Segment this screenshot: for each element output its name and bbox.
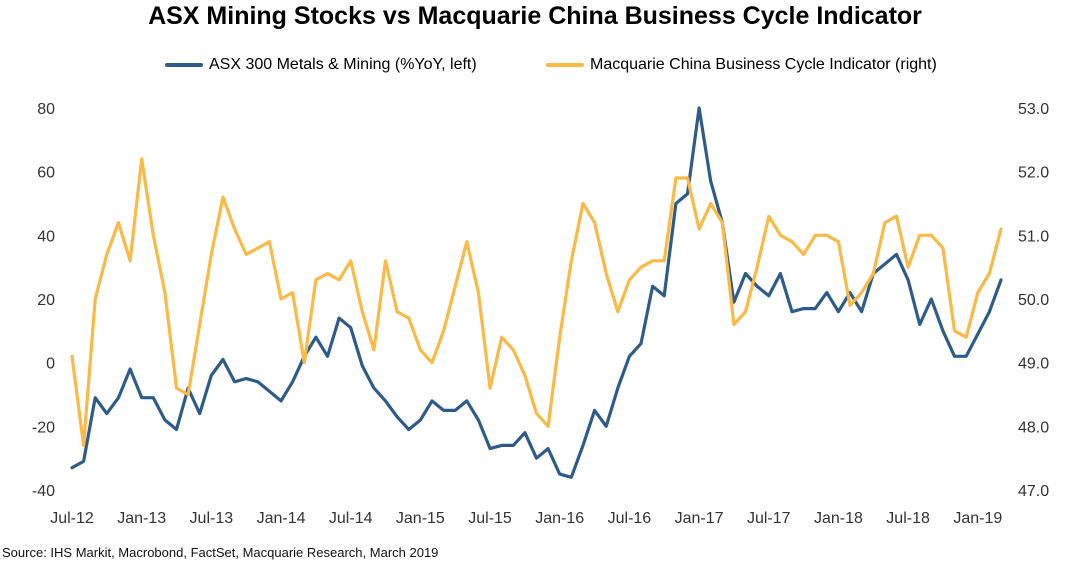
legend: ASX 300 Metals & Mining (%YoY, left) Mac… [0,56,1070,78]
x-tick-label: Jan-15 [396,510,445,527]
y-right-tick-label: 52.0 [1018,165,1049,182]
x-tick-label: Jul-15 [468,510,512,527]
y-left-tick-label: 40 [37,228,55,245]
legend-label-asx: ASX 300 Metals & Mining (%YoY, left) [209,56,477,73]
y-left-tick-label: 0 [46,356,55,373]
legend-label-china-indicator: Macquarie China Business Cycle Indicator… [590,56,937,73]
x-tick-label: Jul-14 [329,510,373,527]
y-left-tick-label: 20 [37,292,55,309]
x-tick-label: Jul-13 [190,510,234,527]
legend-swatch-asx [165,62,203,67]
y-left-tick-label: 60 [37,165,55,182]
y-right-tick-label: 47.0 [1018,483,1049,500]
y-left-tick-label: -20 [32,419,55,436]
x-tick-label: Jan-17 [675,510,724,527]
legend-swatch-china-indicator [546,62,584,67]
y-right-tick-label: 53.0 [1018,101,1049,118]
y-right-tick-label: 50.0 [1018,292,1049,309]
x-tick-label: Jan-14 [257,510,306,527]
y-right-tick-label: 48.0 [1018,419,1049,436]
x-tick-label: Jul-18 [886,510,930,527]
legend-item-asx: ASX 300 Metals & Mining (%YoY, left) [165,56,477,74]
y-left-tick-label: -40 [32,483,55,500]
x-tick-label: Jan-18 [814,510,863,527]
source-note: Source: IHS Markit, Macrobond, FactSet, … [2,545,439,560]
x-tick-label: Jan-13 [117,510,166,527]
series-line-asx-metals-mining [70,106,1003,479]
x-tick-label: Jan-19 [953,510,1002,527]
x-tick-label: Jul-12 [50,510,94,527]
x-tick-label: Jan-16 [535,510,584,527]
legend-item-china-indicator: Macquarie China Business Cycle Indicator… [546,56,937,74]
chart-title: ASX Mining Stocks vs Macquarie China Bus… [148,2,922,30]
x-tick-label: Jul-16 [608,510,652,527]
y-right-tick-label: 49.0 [1018,356,1049,373]
x-tick-label: Jul-17 [747,510,791,527]
y-left-tick-label: 80 [37,101,55,118]
y-right-tick-label: 51.0 [1018,228,1049,245]
series-line-china-business-cycle [70,157,1003,447]
